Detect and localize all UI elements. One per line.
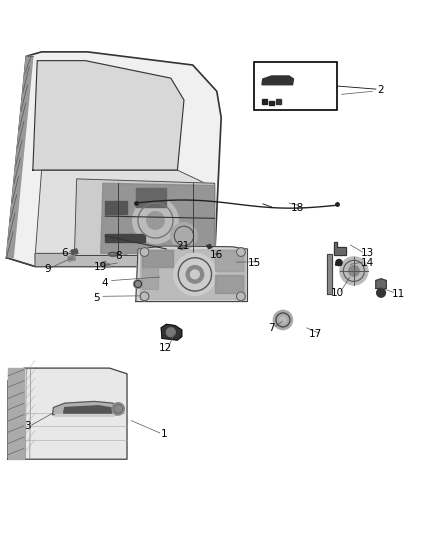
Polygon shape (74, 179, 215, 255)
Text: 14: 14 (361, 258, 374, 268)
Polygon shape (101, 183, 215, 253)
Circle shape (140, 292, 149, 301)
Text: 15: 15 (247, 258, 261, 268)
Polygon shape (161, 324, 182, 340)
Text: 19: 19 (94, 262, 107, 271)
Text: 16: 16 (210, 249, 223, 260)
Polygon shape (269, 101, 274, 106)
Ellipse shape (108, 252, 118, 256)
Polygon shape (8, 368, 127, 459)
Polygon shape (71, 249, 78, 255)
Polygon shape (53, 401, 118, 416)
Polygon shape (262, 76, 293, 85)
Bar (254, 61, 337, 110)
Polygon shape (35, 253, 215, 266)
Circle shape (336, 260, 342, 265)
Polygon shape (142, 250, 173, 268)
Text: 21: 21 (177, 241, 190, 251)
Circle shape (349, 265, 359, 276)
Text: 11: 11 (392, 289, 405, 298)
Polygon shape (180, 246, 185, 249)
Text: 5: 5 (93, 293, 100, 303)
Circle shape (237, 292, 245, 301)
Circle shape (377, 288, 385, 297)
Circle shape (174, 253, 216, 295)
Polygon shape (136, 188, 166, 207)
Polygon shape (327, 254, 332, 294)
Polygon shape (105, 201, 127, 214)
Text: 1: 1 (161, 429, 168, 439)
Polygon shape (336, 262, 342, 265)
Text: 10: 10 (331, 288, 344, 298)
Text: 12: 12 (159, 343, 172, 353)
Text: 9: 9 (44, 264, 51, 273)
Polygon shape (207, 245, 212, 248)
Circle shape (166, 328, 175, 336)
Circle shape (186, 265, 204, 283)
Polygon shape (33, 61, 184, 170)
Polygon shape (7, 56, 33, 258)
Text: 2: 2 (378, 85, 385, 94)
Circle shape (340, 257, 368, 285)
Polygon shape (7, 52, 221, 266)
Polygon shape (68, 255, 75, 261)
Polygon shape (101, 261, 107, 267)
Circle shape (134, 280, 142, 288)
Text: 18: 18 (291, 203, 304, 213)
Polygon shape (276, 99, 281, 104)
Text: 3: 3 (24, 422, 31, 431)
Circle shape (147, 212, 164, 229)
Circle shape (237, 248, 245, 256)
Polygon shape (140, 250, 245, 300)
Polygon shape (105, 233, 145, 243)
Circle shape (191, 270, 199, 279)
Polygon shape (8, 368, 24, 459)
Polygon shape (334, 243, 346, 255)
Polygon shape (142, 268, 158, 289)
Polygon shape (215, 250, 243, 271)
Text: 17: 17 (309, 329, 322, 340)
Polygon shape (103, 263, 109, 267)
Text: 4: 4 (102, 278, 109, 288)
Text: 6: 6 (61, 248, 68, 259)
Circle shape (133, 198, 178, 243)
Text: 8: 8 (115, 251, 122, 261)
Polygon shape (55, 415, 115, 416)
Polygon shape (215, 275, 243, 293)
Text: 13: 13 (361, 248, 374, 259)
Circle shape (280, 317, 286, 323)
Polygon shape (376, 279, 386, 288)
Polygon shape (64, 406, 112, 413)
Polygon shape (262, 99, 267, 103)
Circle shape (112, 403, 124, 415)
Text: 7: 7 (268, 323, 275, 333)
Circle shape (171, 223, 197, 249)
Polygon shape (136, 246, 247, 302)
Circle shape (273, 310, 293, 329)
Circle shape (140, 248, 149, 256)
Polygon shape (35, 170, 215, 258)
